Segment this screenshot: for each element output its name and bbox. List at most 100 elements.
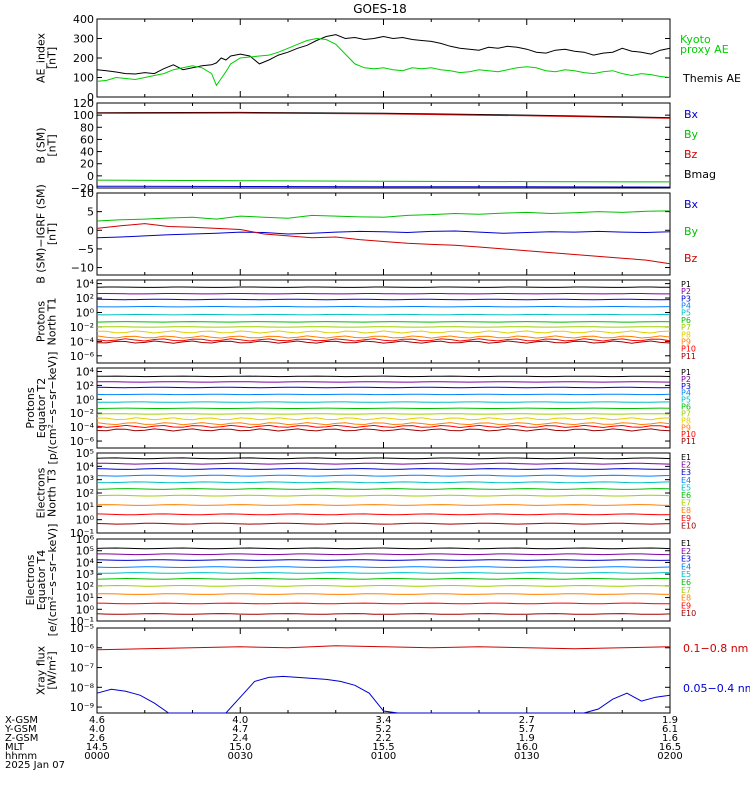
y-axis-label: North T1 [46, 298, 59, 346]
y-axis-label: [nT] [46, 47, 59, 69]
legend-entry: P11 [681, 437, 696, 446]
x-row-label: Y-GSM [4, 724, 37, 735]
legend-entry: P10 [681, 430, 696, 439]
legend-entry: E1 [681, 539, 691, 548]
panel-frame [96, 627, 671, 714]
series-e6 [96, 488, 671, 490]
legend-entry: E8 [681, 594, 691, 603]
y-tick-label: 10³ [76, 568, 94, 581]
y-tick-label: 100 [73, 109, 94, 122]
series-e8 [96, 593, 671, 595]
y-tick-label: 10⁻¹ [70, 615, 94, 628]
legend-entry: P4 [681, 389, 691, 398]
x-axis-table: X-GSM 4.6 4.0 3.4 2.7 1.9Y-GSM 4.0 4.7 5.2 5.7 6.1… [4, 715, 683, 771]
y-tick-label: −10 [71, 262, 94, 275]
legend-entry: P6 [681, 403, 691, 412]
y-tick-label: 10⁰ [76, 514, 95, 527]
y-tick-label: 10⁻⁷ [70, 662, 94, 675]
x-tick-label: 0030 [228, 751, 253, 762]
y-tick-label: 10⁻⁴ [70, 421, 95, 434]
y-tick-label: 10⁻⁵ [70, 622, 94, 635]
panel-frame [96, 538, 671, 622]
x-tick-label: 15.5 [372, 742, 394, 753]
y-tick-label: 0 [87, 224, 94, 237]
x-tick-label: 5.2 [376, 724, 392, 735]
legend-entry: By [684, 225, 699, 238]
series-e4 [96, 566, 671, 569]
y-axis-label: Protons [24, 387, 37, 428]
legend-entry: P9 [681, 337, 691, 346]
x-tick-label: 0100 [371, 751, 396, 762]
series-0-1-0-8-nm [96, 645, 671, 651]
y-tick-label: −20 [71, 182, 94, 195]
series-e1 [96, 547, 671, 550]
y-tick-label: 10² [76, 487, 94, 500]
y-tick-label: 10² [76, 580, 94, 593]
y-tick-label: 20 [80, 158, 94, 171]
y-tick-label: 100 [73, 72, 94, 85]
series-e7 [96, 494, 671, 497]
y-tick-label: 80 [80, 121, 94, 134]
series-e6 [96, 577, 671, 580]
y-axis-label: Equator T4 [35, 550, 48, 610]
panel-frame [96, 452, 671, 534]
y-tick-label: 10⁻⁶ [70, 642, 95, 655]
y-tick-label: 200 [73, 52, 94, 65]
y-tick-label: 10¹ [76, 500, 94, 513]
x-tick-label: 4.6 [89, 715, 105, 726]
legend-entry: P11 [681, 352, 696, 361]
x-tick-label: 4.0 [89, 724, 105, 735]
series-p10 [96, 424, 671, 429]
y-axis-label: North T3 [46, 469, 59, 517]
legend-entry: E4 [681, 476, 691, 485]
x-tick-label: 16.0 [516, 742, 538, 753]
series-e4 [96, 474, 671, 477]
x-tick-label: 5.7 [519, 724, 535, 735]
series-e9 [96, 513, 671, 516]
legend-entry: P4 [681, 302, 691, 311]
series-themis-ae [96, 34, 671, 75]
legend-entry: P1 [681, 280, 691, 289]
series-0-05-0-4-nm [96, 675, 671, 714]
legend-entry: P9 [681, 423, 691, 432]
series-p8 [96, 330, 671, 334]
y-axis-label: Equator T2 [35, 378, 48, 438]
y-tick-label: 10³ [76, 474, 94, 487]
y-tick-label: 0 [87, 170, 94, 183]
series-by [96, 210, 671, 222]
legend-entry: E2 [681, 547, 691, 556]
legend-entry: P5 [681, 309, 691, 318]
y-tick-label: 40 [80, 146, 94, 159]
y-axis-label: B (SM) [35, 127, 48, 163]
series-e2 [97, 553, 671, 556]
panel-frame [96, 18, 671, 98]
y-tick-label: 10¹ [76, 592, 94, 605]
x-tick-label: 1.9 [662, 715, 678, 726]
series-bx [96, 185, 671, 188]
x-row-label: MLT [5, 742, 25, 753]
x-tick-label: 2.6 [89, 733, 105, 744]
legend-entry: E3 [681, 555, 691, 564]
y-tick-label: 10⁰ [76, 393, 95, 406]
y-tick-label: 10⁻⁹ [70, 701, 94, 714]
legend-entry: 0.05−0.4 nm [683, 682, 750, 695]
y-tick-label: 10⁴ [76, 278, 95, 291]
series-e8 [96, 504, 671, 506]
y-axis-label: [e/(cm²−s−sr−keV)] [46, 524, 59, 637]
legend-entry: Bx [684, 198, 699, 211]
series-e9 [96, 602, 671, 605]
legend-entry: E5 [681, 483, 691, 492]
panel-eequator: 10⁶10⁵10⁴10³10²10¹10⁰10⁻¹ElectronsEquato… [24, 524, 696, 637]
legend-entry: Bx [684, 108, 699, 121]
legend-entry: E4 [681, 562, 691, 571]
y-tick-label: 10 [80, 187, 94, 200]
date-label: 2025 Jan 07 [5, 760, 65, 771]
series-p11 [96, 340, 671, 344]
legend-entry: P2 [681, 375, 691, 384]
y-tick-label: 5 [87, 206, 94, 219]
y-axis-label: Protons [35, 301, 48, 342]
legend-entry: E6 [681, 491, 691, 500]
